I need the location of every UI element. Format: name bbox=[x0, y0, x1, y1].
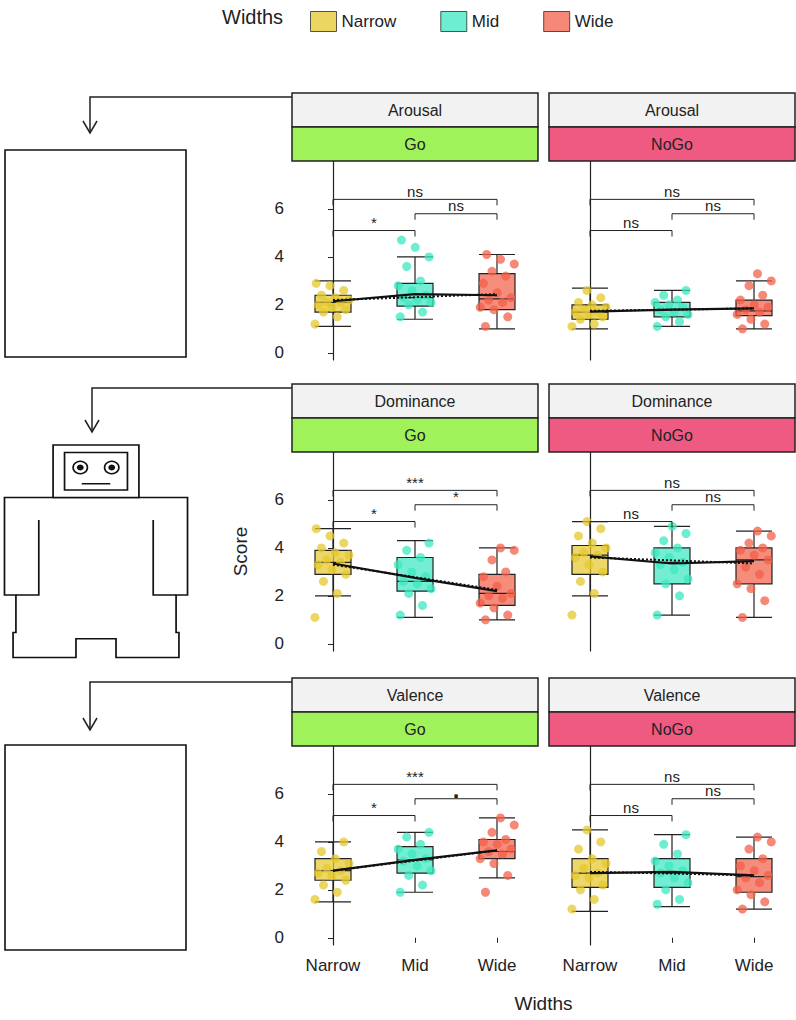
svg-text:ns: ns bbox=[448, 197, 464, 214]
svg-text:2: 2 bbox=[275, 586, 284, 605]
svg-text:*: * bbox=[371, 214, 377, 231]
svg-text:ns: ns bbox=[705, 197, 721, 214]
svg-text:Go: Go bbox=[404, 721, 425, 738]
svg-text:Arousal: Arousal bbox=[645, 102, 699, 119]
svg-text:Mid: Mid bbox=[472, 12, 499, 31]
svg-text:4: 4 bbox=[275, 538, 284, 557]
svg-text:6: 6 bbox=[275, 199, 284, 218]
svg-text:4: 4 bbox=[275, 832, 284, 851]
svg-text:ns: ns bbox=[623, 799, 639, 816]
svg-text:Score: Score bbox=[230, 527, 251, 577]
svg-text:0: 0 bbox=[275, 928, 284, 947]
svg-text:Dominance: Dominance bbox=[632, 393, 713, 410]
svg-text:NoGo: NoGo bbox=[651, 721, 693, 738]
svg-text:NoGo: NoGo bbox=[651, 136, 693, 153]
svg-text:Wide: Wide bbox=[575, 12, 614, 31]
svg-text:Valence: Valence bbox=[644, 687, 701, 704]
svg-text:2: 2 bbox=[275, 295, 284, 314]
svg-text:Valence: Valence bbox=[387, 687, 444, 704]
svg-text:ns: ns bbox=[705, 782, 721, 799]
svg-text:ns: ns bbox=[664, 183, 680, 200]
svg-text:Narrow: Narrow bbox=[563, 956, 619, 975]
svg-text:Widths: Widths bbox=[222, 6, 283, 28]
svg-text:ns: ns bbox=[623, 214, 639, 231]
svg-text:6: 6 bbox=[275, 784, 284, 803]
svg-text:Wide: Wide bbox=[478, 956, 517, 975]
svg-text:6: 6 bbox=[275, 490, 284, 509]
svg-text:Go: Go bbox=[404, 136, 425, 153]
svg-text:*: * bbox=[371, 799, 377, 816]
svg-text:ns: ns bbox=[664, 474, 680, 491]
svg-text:Mid: Mid bbox=[401, 956, 428, 975]
svg-text:Wide: Wide bbox=[735, 956, 774, 975]
svg-text:Arousal: Arousal bbox=[388, 102, 442, 119]
svg-text:ns: ns bbox=[664, 768, 680, 785]
svg-text:Go: Go bbox=[404, 427, 425, 444]
svg-text:.: . bbox=[453, 776, 460, 803]
svg-text:0: 0 bbox=[275, 343, 284, 362]
svg-text:0: 0 bbox=[275, 634, 284, 653]
svg-text:Narrow: Narrow bbox=[342, 12, 398, 31]
svg-text:2: 2 bbox=[275, 880, 284, 899]
svg-text:ns: ns bbox=[623, 505, 639, 522]
svg-text:Narrow: Narrow bbox=[306, 956, 362, 975]
svg-text:4: 4 bbox=[275, 247, 284, 266]
svg-text:*: * bbox=[453, 488, 459, 505]
svg-text:***: *** bbox=[406, 474, 424, 491]
svg-text:ns: ns bbox=[705, 488, 721, 505]
svg-text:NoGo: NoGo bbox=[651, 427, 693, 444]
svg-text:Mid: Mid bbox=[658, 956, 685, 975]
svg-text:Dominance: Dominance bbox=[375, 393, 456, 410]
svg-text:*: * bbox=[371, 505, 377, 522]
svg-text:***: *** bbox=[406, 768, 424, 785]
svg-text:ns: ns bbox=[407, 183, 423, 200]
svg-text:Widths: Widths bbox=[514, 993, 572, 1014]
